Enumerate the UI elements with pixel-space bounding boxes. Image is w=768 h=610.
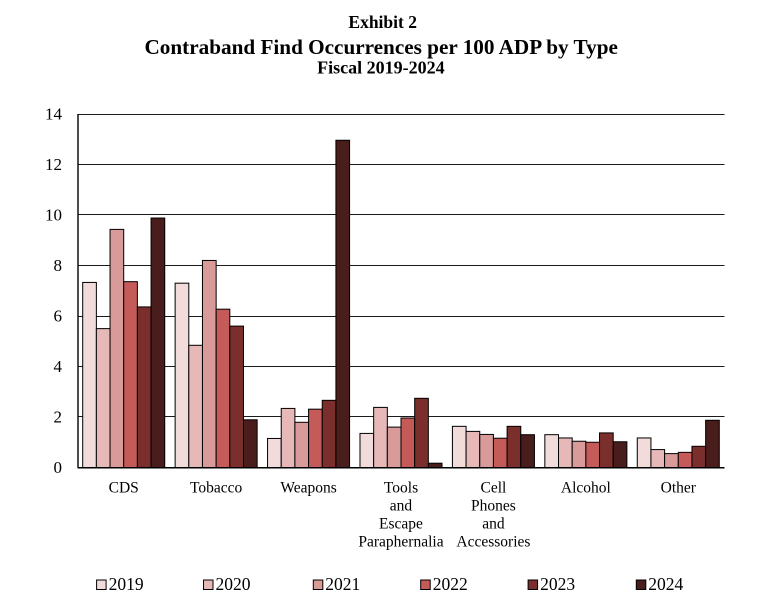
svg-text:Accessories: Accessories: [456, 534, 530, 551]
svg-text:2: 2: [54, 408, 63, 427]
svg-text:12: 12: [45, 155, 62, 174]
svg-text:Phones: Phones: [471, 497, 516, 514]
svg-text:and: and: [482, 516, 505, 533]
svg-text:CDS: CDS: [109, 479, 139, 496]
svg-text:Fiscal 2019-2024: Fiscal 2019-2024: [317, 58, 445, 78]
svg-text:2023: 2023: [540, 574, 575, 594]
svg-text:2020: 2020: [216, 574, 251, 594]
svg-text:Escape: Escape: [379, 516, 423, 533]
svg-text:6: 6: [54, 307, 63, 326]
svg-text:Exhibit 2: Exhibit 2: [348, 12, 417, 32]
svg-text:Tobacco: Tobacco: [190, 479, 243, 496]
svg-text:Paraphernalia: Paraphernalia: [358, 534, 443, 551]
svg-text:2019: 2019: [109, 574, 144, 594]
svg-text:14: 14: [45, 105, 63, 124]
svg-text:and: and: [390, 497, 413, 514]
svg-text:Weapons: Weapons: [280, 479, 336, 496]
svg-text:10: 10: [45, 206, 62, 225]
svg-text:0: 0: [54, 458, 63, 477]
svg-text:8: 8: [54, 256, 63, 275]
svg-text:2024: 2024: [648, 574, 683, 594]
svg-text:Cell: Cell: [481, 479, 507, 496]
svg-text:2022: 2022: [433, 574, 468, 594]
svg-text:2021: 2021: [325, 574, 360, 594]
svg-text:Other: Other: [661, 479, 697, 496]
svg-text:Contraband Find Occurrences pe: Contraband Find Occurrences per 100 ADP …: [144, 35, 617, 59]
svg-text:4: 4: [54, 357, 63, 376]
svg-text:Alcohol: Alcohol: [561, 479, 611, 496]
svg-text:Tools: Tools: [384, 479, 418, 496]
